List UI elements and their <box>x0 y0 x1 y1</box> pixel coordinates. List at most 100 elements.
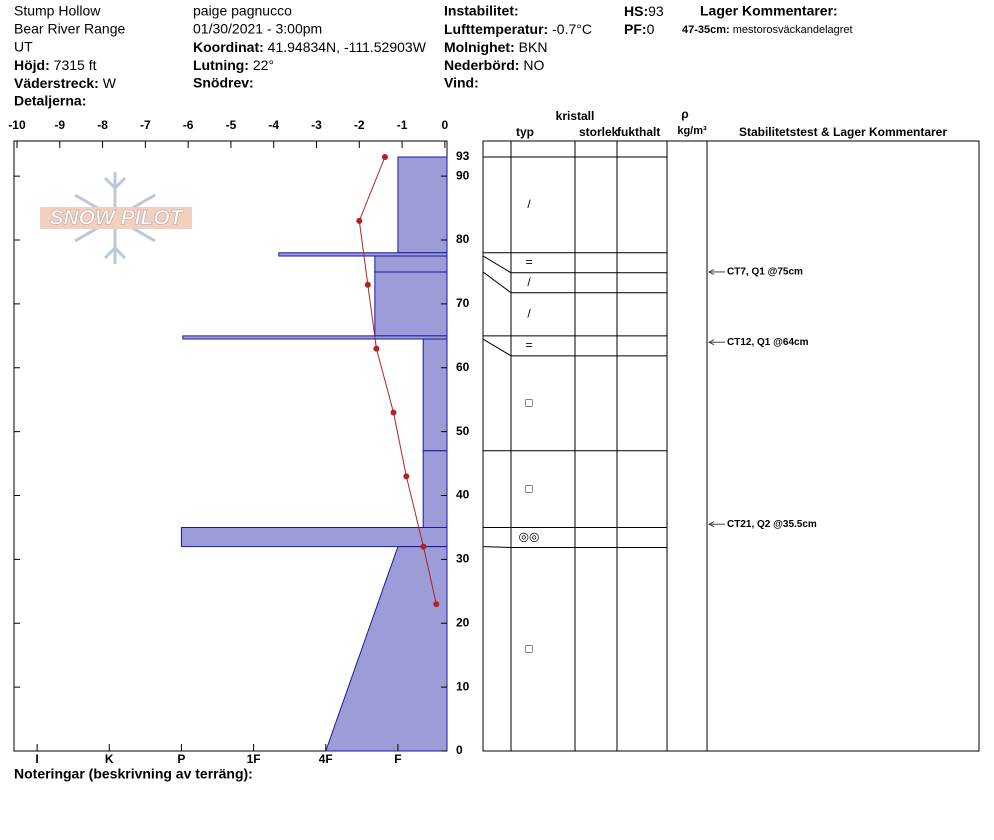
test-arrowhead <box>707 521 715 528</box>
column-header: typ <box>516 125 534 139</box>
hardness-tick-label: I <box>35 752 38 766</box>
location: Stump Hollow <box>14 3 101 19</box>
temperature-point <box>364 281 371 288</box>
hardness-layer <box>422 450 448 528</box>
layer-comments-title: Lager Kommentarer: <box>700 3 838 19</box>
x-tick-label: -7 <box>140 118 151 132</box>
column-header: ρ <box>681 107 688 121</box>
layer-connector <box>482 546 512 548</box>
wind: Vind: <box>444 75 479 91</box>
hardness-tick-label: P <box>177 752 185 766</box>
layer-comment: 47-35cm: mestorosväckandelagret <box>682 24 853 36</box>
grain-type: □ <box>525 481 532 495</box>
sky: Molnighet: BKN <box>444 39 547 55</box>
label: Nederbörd: <box>444 57 519 73</box>
y-tick-label: 80 <box>456 232 470 246</box>
x-tick-label: -8 <box>97 118 108 132</box>
grain-type: / <box>527 197 531 211</box>
hardness-layer <box>325 546 448 752</box>
layers-frame <box>482 140 980 752</box>
y-tick-label: 40 <box>456 488 470 502</box>
wind-loading: Snödrev: <box>193 75 254 91</box>
value: -0.7°C <box>552 21 592 37</box>
hardness-tick-label: K <box>105 752 114 766</box>
notes-label: Noteringar (beskrivning av terräng): <box>14 766 253 782</box>
label: Koordinat: <box>193 39 264 55</box>
aspect: Väderstreck: W <box>14 75 117 91</box>
y-tick-label: 50 <box>456 424 470 438</box>
column-header: storlek <box>579 125 619 139</box>
air-temp: Lufttemperatur: -0.7°C <box>444 21 592 37</box>
pf: PF:0 <box>624 21 655 37</box>
hardness-tick-label: 4F <box>319 752 333 766</box>
test-arrowhead <box>707 339 715 346</box>
slope: Lutning: 22° <box>193 57 274 73</box>
x-tick-label: -4 <box>268 118 279 132</box>
hardness-layer <box>422 338 448 452</box>
label: PF: <box>624 21 647 37</box>
grain-type: = <box>525 338 532 352</box>
hardness-tick-label: F <box>394 752 401 766</box>
state: UT <box>14 39 33 55</box>
grain-type: □ <box>525 395 532 409</box>
temperature-point <box>373 345 380 352</box>
y-tick-label: 90 <box>456 168 470 182</box>
label: Höjd: <box>14 57 50 73</box>
logo-band <box>40 207 192 229</box>
test-label: CT7, Q1 @75cm <box>727 267 803 278</box>
details: Detaljerna: <box>14 93 86 109</box>
column-headers: kristall typ storlek fukthalt ρ kg/m³ St… <box>516 107 947 139</box>
hardness-tick-label: 1F <box>247 752 261 766</box>
layer-connector <box>482 255 512 274</box>
temperature-point <box>390 409 397 416</box>
coordinates: Koordinat: 41.94834N, -111.52903W <box>193 39 427 55</box>
temperature-point <box>433 601 440 608</box>
y-tick-label: 70 <box>456 296 470 310</box>
text: mestorosväckandelagret <box>733 24 853 36</box>
y-tick-label: 30 <box>456 552 470 566</box>
y-tick-label: 60 <box>456 360 470 374</box>
label: Väderstreck: <box>14 75 99 91</box>
value: 41.94834N, -111.52903W <box>268 39 427 55</box>
x-tick-label: 0 <box>442 118 449 132</box>
hardness-layer <box>397 156 448 254</box>
hardness-layer <box>374 271 448 337</box>
layer-connector <box>482 338 512 357</box>
hardness-layer <box>374 255 448 273</box>
x-tick-label: -9 <box>54 118 65 132</box>
grain-type: / <box>527 306 531 320</box>
x-tick-label: -6 <box>183 118 194 132</box>
label: HS: <box>624 3 648 19</box>
instability: Instabilitet: <box>444 3 519 19</box>
value: NO <box>523 57 544 73</box>
column-dividers <box>510 141 708 751</box>
column-header: Stabilitetstest & Lager Kommentarer <box>739 125 947 139</box>
hardness-layer <box>182 335 448 340</box>
snowflake-tip <box>103 245 127 260</box>
value: 93 <box>648 3 664 19</box>
label: Lutning: <box>193 57 249 73</box>
test-arrowhead <box>707 268 715 275</box>
value: BKN <box>519 39 548 55</box>
x-tick-label: -3 <box>311 118 322 132</box>
temperature-point <box>381 153 388 160</box>
y-tick-label: 0 <box>456 743 463 757</box>
test-label: CT21, Q2 @35.5cm <box>727 519 817 530</box>
logo-text: SNOW PILOT <box>50 207 185 230</box>
label: Molnighet: <box>444 39 515 55</box>
grain-type: ◎◎ <box>519 530 540 544</box>
range: 47-35cm: <box>682 24 730 36</box>
temperature-point <box>403 473 410 480</box>
temperature-line <box>358 156 437 605</box>
snowflake-tip <box>103 176 127 191</box>
logo <box>40 172 192 264</box>
x-tick-label: -5 <box>226 118 237 132</box>
grain-type: / <box>527 275 531 289</box>
y-tick-label: 20 <box>456 615 470 629</box>
column-header: fukthalt <box>617 125 660 139</box>
header: Stump Hollow Bear River Range UT Höjd: 7… <box>14 3 853 109</box>
temperature-point <box>420 543 427 550</box>
grain-type: □ <box>525 641 532 655</box>
hs: HS:93 <box>624 3 664 19</box>
